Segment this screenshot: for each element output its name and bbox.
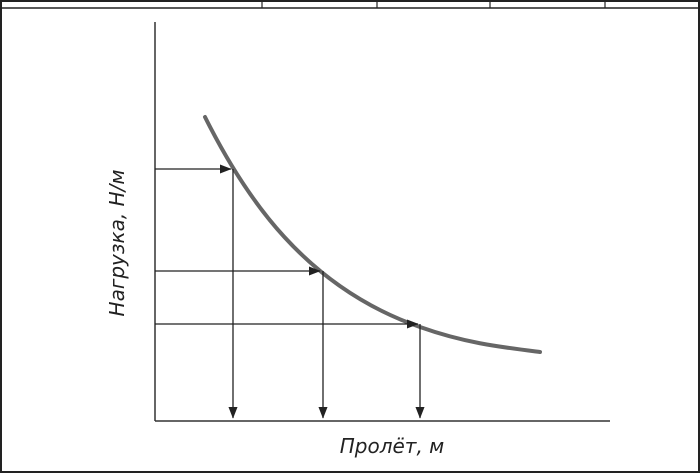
reference-lines-group — [155, 164, 425, 419]
load-curve — [203, 115, 542, 354]
reference-line-2 — [155, 266, 328, 419]
top-table-strip — [0, 0, 700, 9]
y-axis-label: Нагрузка, Н/м — [105, 170, 129, 317]
reference-line-3 — [155, 319, 425, 419]
x-axis-label: Пролёт, м — [340, 434, 445, 458]
axes-group — [154, 22, 610, 422]
reference-line-1 — [155, 164, 238, 419]
